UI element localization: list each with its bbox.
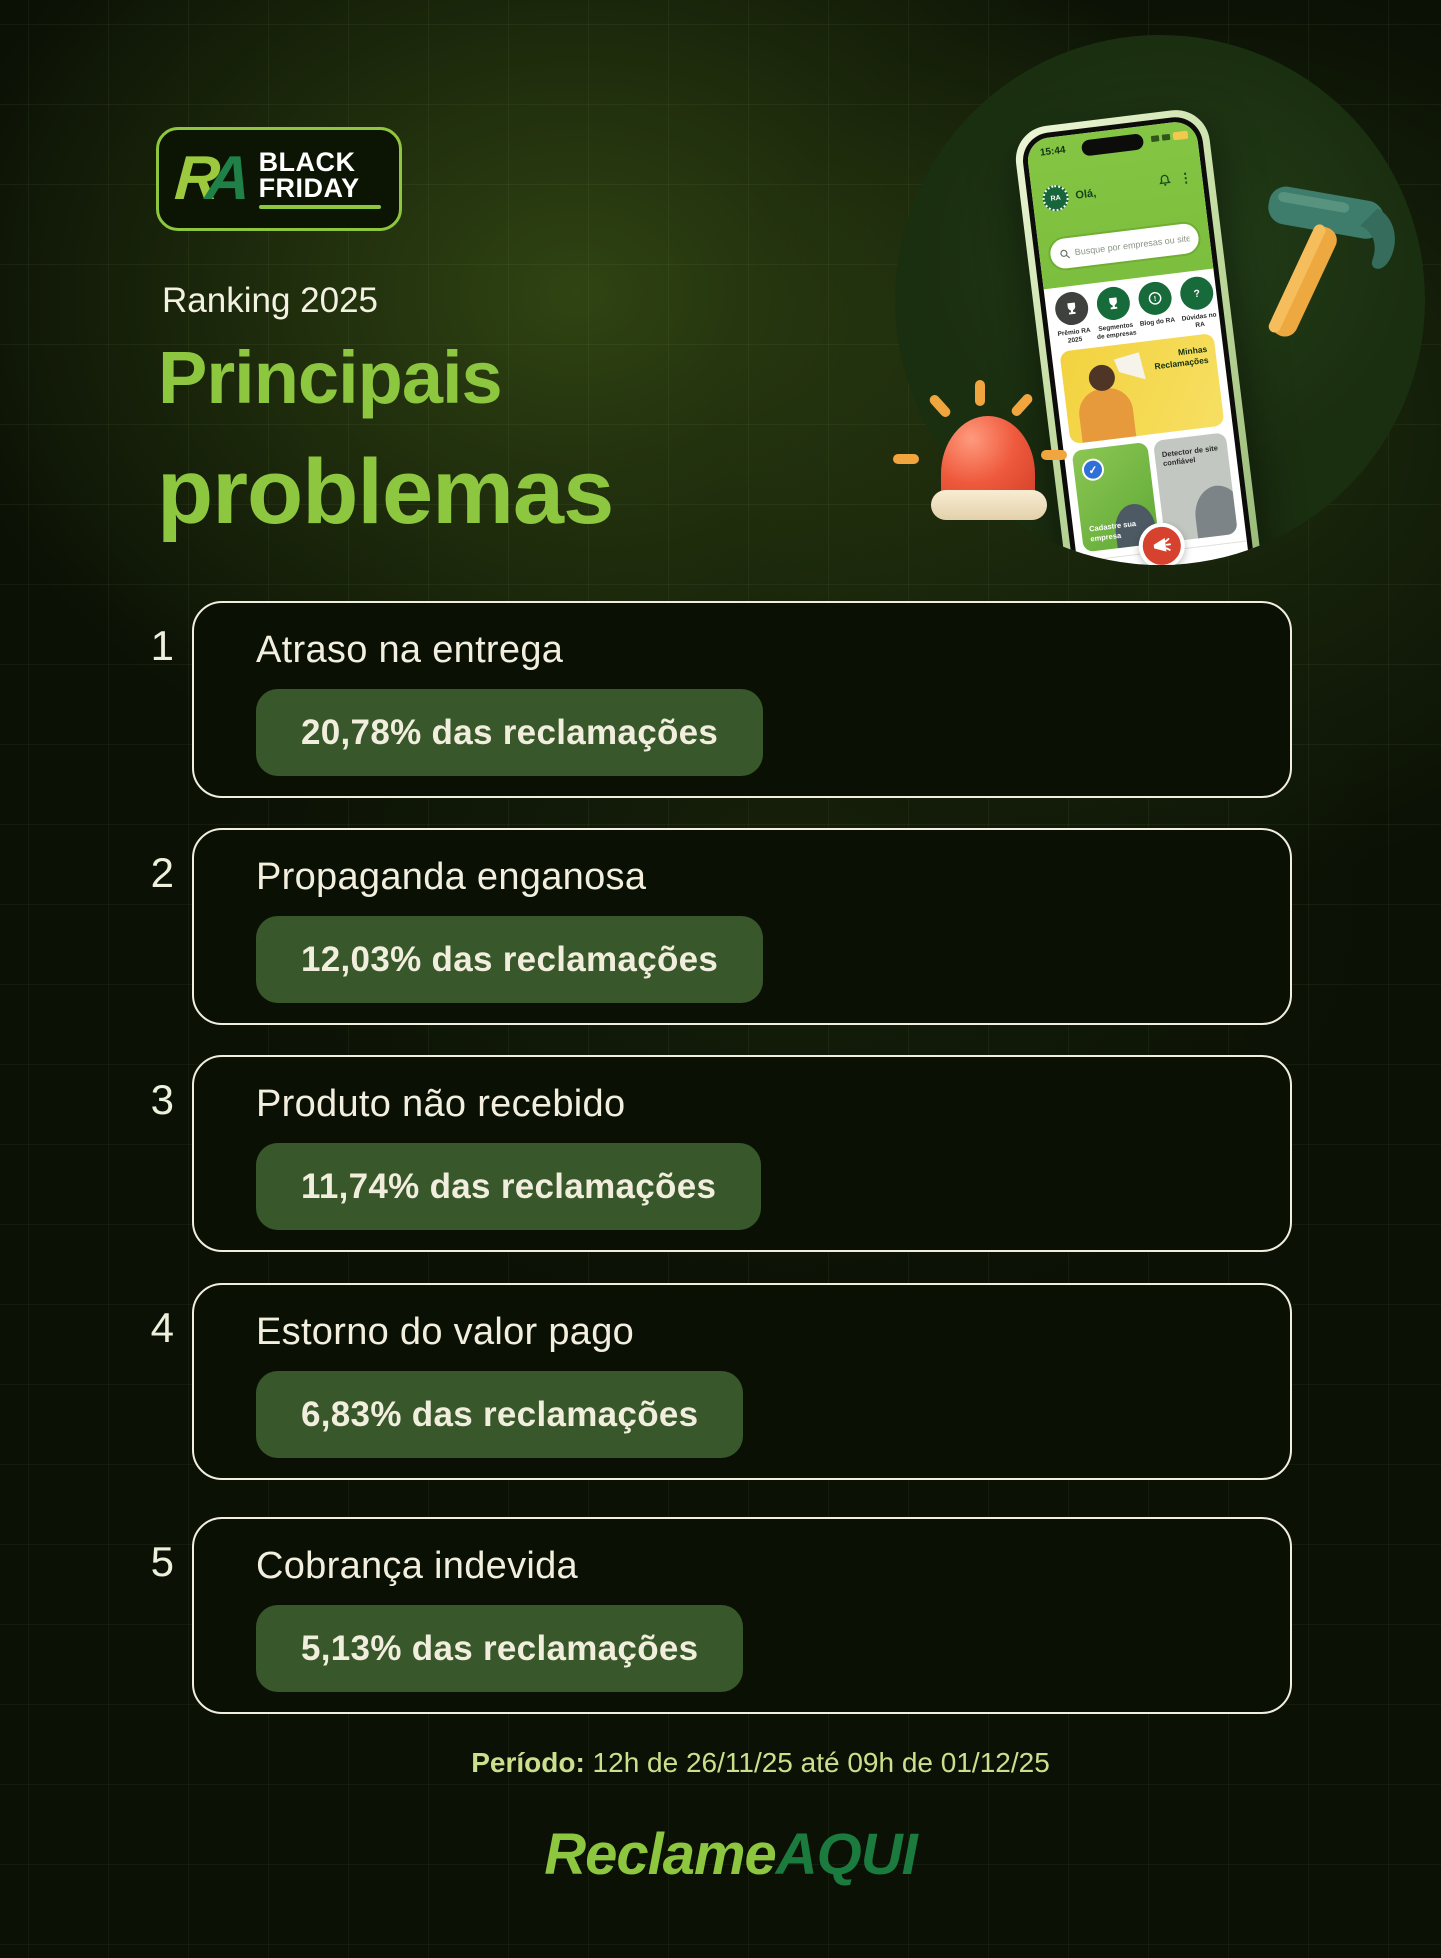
phone-mockup: 15:44 RA Olá, [1012,106,1267,565]
status-icons [1150,130,1189,143]
problem-title: Estorno do valor pago [256,1311,635,1353]
brand-part1: Reclame [544,1822,777,1887]
rank-number: 3 [150,1076,174,1123]
status-time: 15:44 [1039,144,1067,159]
shortcut-segmentos: Segmentos de empresas [1090,285,1138,342]
black-friday-line2: FRIDAY [258,173,360,203]
battery-icon [1172,130,1189,141]
stat-text: 6,83% das reclamações [301,1394,699,1434]
svg-text:?: ? [1193,289,1201,301]
ranking-card-3: 3 Produto não recebido 11,74% das reclam… [151,1055,1292,1252]
bell-icon [1159,174,1171,186]
siren-ray [975,380,985,406]
ranking-card-5: 5 Cobrança indevida 5,13% das reclamaçõe… [151,1517,1292,1714]
search-placeholder: Busque por empresas ou sites [1074,233,1191,258]
badge-underline [258,205,381,210]
greeting-text: Olá, [1074,187,1097,202]
person-photo [1192,482,1238,543]
my-complaints-banner: Minhas Reclamações [1059,332,1225,445]
brand-part2: AQUI [775,1822,918,1887]
ranking-card-4: 4 Estorno do valor pago 6,83% das reclam… [151,1283,1292,1480]
siren-emoji [893,380,1067,522]
rank-number: 4 [150,1304,174,1351]
siren-base [931,490,1047,520]
svg-text:!: ! [1153,294,1157,303]
period-line: Período: 12h de 26/11/25 até 09h de 01/1… [80,1747,1441,1779]
megaphone-icon [1153,538,1171,552]
search-bar: Busque por empresas ou sites [1046,219,1203,273]
siren-ray [927,392,953,420]
app-header: 15:44 RA Olá, [1025,119,1214,290]
page-title-line2: problemas [157,441,614,543]
ra-black-friday-badge: R A BLACK FRIDAY [156,127,402,231]
shortcut-duvidas: ? Dúvidas no RA [1173,274,1221,331]
ranking-kicker: Ranking 2025 [162,281,378,320]
menu-dots-icon: ⋮ [1178,169,1193,186]
complaint-fab [1135,520,1187,565]
wifi-icon [1161,133,1171,141]
shortcut-blog: ! Blog do RA [1132,279,1180,336]
signal-icon [1150,135,1160,143]
black-friday-label: BLACK FRIDAY [258,146,381,210]
shortcut-label: Dúvidas no RA [1181,311,1218,329]
phone-screen: 15:44 RA Olá, [1025,119,1254,565]
problem-title: Cobrança indevida [256,1545,578,1587]
problem-title: Produto não recebido [256,1083,626,1125]
problem-title: Propaganda enganosa [256,856,647,898]
check-icon: ✓ [1080,457,1106,482]
stat-pill: 6,83% das reclamações [256,1371,744,1458]
shortcut-label: Blog do RA [1139,316,1176,328]
my-complaints-label: Minhas Reclamações [1153,343,1210,371]
period-label: Período: [471,1747,585,1778]
greeting-row: RA Olá, [1041,180,1098,213]
shortcuts-row: Prêmio RA 2025 Segmentos de empresas ! B… [1048,274,1220,347]
stat-text: 11,74% das reclamações [301,1166,717,1206]
question-icon: ? [1177,274,1215,312]
hammer-emoji [1268,186,1395,337]
trophy-icon [1094,285,1132,322]
stat-text: 12,03% das reclamações [301,939,719,979]
stat-pill: 11,74% das reclamações [256,1143,762,1230]
black-friday-line1: BLACK [258,146,356,177]
period-value: 12h de 26/11/25 até 09h de 01/12/25 [584,1747,1050,1778]
page-title-line1: Principais [158,336,503,419]
stat-text: 5,13% das reclamações [301,1628,699,1668]
phone-notch [1080,133,1144,157]
search-icon [1060,249,1071,258]
stat-pill: 12,03% das reclamações [256,916,764,1003]
stat-pill: 20,78% das reclamações [256,689,764,776]
rank-number: 2 [150,849,174,896]
siren-ray [893,454,919,464]
site-detector-label: Detector de site confiável [1161,443,1219,469]
rank-number: 1 [150,622,174,669]
ranking-card-2: 2 Propaganda enganosa 12,03% das reclama… [151,828,1292,1025]
trophy-icon [1052,290,1090,328]
coin-alert-icon: ! [1136,279,1173,317]
ra-logo: R A [173,144,250,213]
stat-text: 20,78% das reclamações [301,712,719,752]
reclame-aqui-logo: ReclameAQUI [20,1820,1441,1890]
person-photo [1076,385,1137,444]
phone-bezel: 15:44 RA Olá, [1019,114,1259,565]
ra-logo-letter-a: A [203,144,250,213]
problem-title: Atraso na entrega [256,629,564,671]
stat-pill: 5,13% das reclamações [256,1605,744,1692]
siren-ray [1041,450,1067,460]
shortcut-premio: Prêmio RA 2025 [1048,290,1096,347]
shortcut-label: Segmentos de empresas [1096,321,1137,341]
ra-stamp-icon: RA [1041,183,1071,213]
rank-number: 5 [150,1538,174,1585]
siren-ray [1009,391,1035,419]
siren-dome [941,416,1035,504]
shortcut-label: Prêmio RA 2025 [1057,326,1092,345]
header-action-icons: ⋮ [1158,169,1193,187]
ranking-card-1: 1 Atraso na entrega 20,78% das reclamaçõ… [151,601,1292,798]
